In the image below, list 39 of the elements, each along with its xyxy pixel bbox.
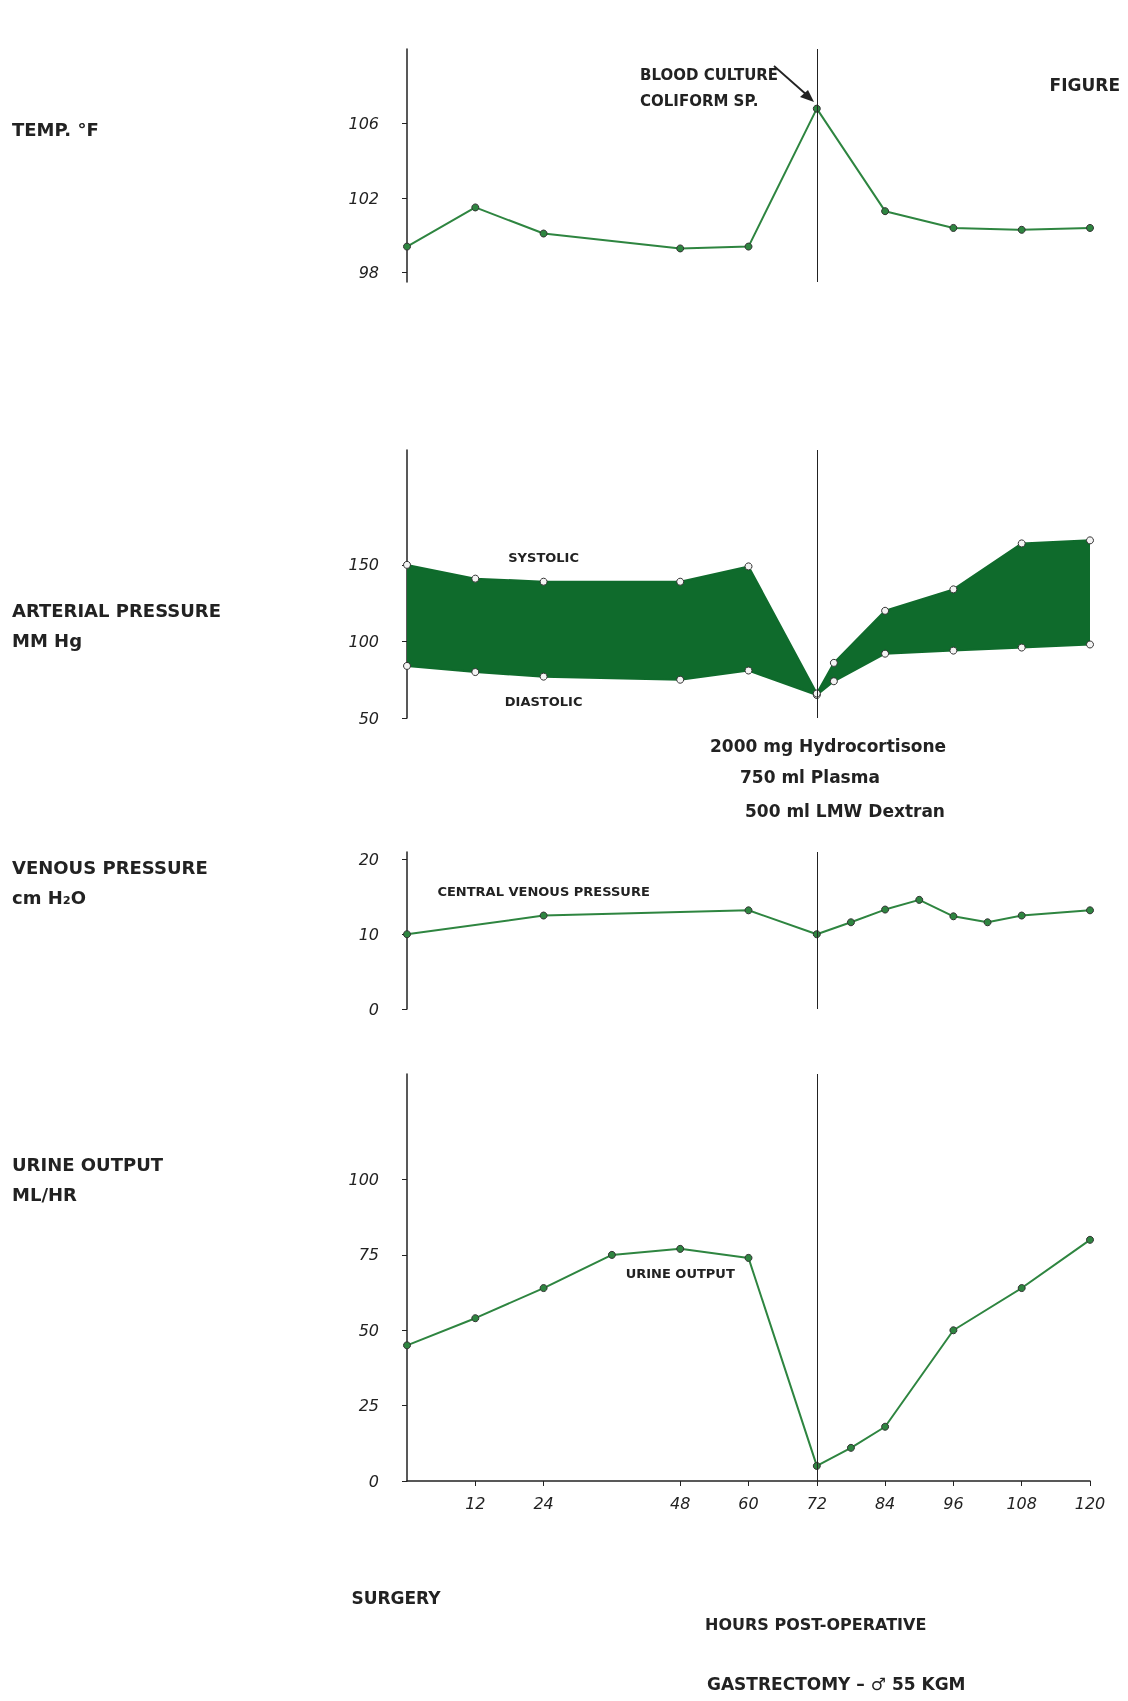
x-tick-label: 120 (1074, 1493, 1106, 1513)
x-tick-label: 12 (465, 1493, 486, 1513)
text: 2000 mg Hydrocortisone (710, 736, 947, 756)
y-tick-label: 25 (358, 1396, 379, 1416)
y-axis-title: TEMP. °F (12, 118, 99, 140)
annotation: BLOOD CULTURE COLIFORM SP. (640, 66, 784, 110)
y-tick-label: 98 (358, 263, 379, 283)
series-label: CENTRAL VENOUS PRESSURE (437, 883, 650, 899)
y-tick-label: 50 (358, 708, 379, 728)
y-tick-label: 0 (368, 999, 379, 1019)
series-label: DIASTOLIC (504, 693, 583, 709)
y-axis-title: URINE OUTPUT ML/HR (12, 1153, 164, 1205)
x-axis-title: HOURS POST-OPERATIVE (705, 1614, 927, 1634)
y-tick-label: 0 (368, 1471, 379, 1491)
y-tick-label: 150 (348, 555, 379, 575)
x-tick-label: 108 (1006, 1493, 1037, 1513)
x-tick-label: 84 (874, 1493, 896, 1513)
x-tick-label: 48 (670, 1493, 691, 1513)
y-tick-label: 50 (358, 1320, 379, 1340)
y-axis-title: VENOUS PRESSURE cm H₂O (12, 856, 208, 908)
y-tick-label: 100 (348, 1170, 379, 1190)
series-label: URINE OUTPUT (625, 1265, 735, 1281)
text: SURGERY (351, 1588, 442, 1608)
x-tick-label: 96 (943, 1493, 964, 1513)
x-tick-label: 24 (533, 1493, 554, 1513)
y-tick-label: 106 (348, 114, 379, 134)
x-tick-label: 72 (806, 1493, 827, 1513)
y-tick-label: 20 (358, 849, 379, 869)
y-tick-label: 10 (358, 924, 379, 944)
series-label: SYSTOLIC (508, 549, 579, 565)
text: 500 ml LMW Dextran (745, 801, 945, 821)
x-tick-label: 60 (738, 1493, 759, 1513)
text: 750 ml Plasma (740, 767, 880, 787)
y-axis-title: ARTERIAL PRESSURE MM Hg (12, 599, 222, 651)
y-tick-label: 75 (358, 1245, 379, 1265)
annotation: FIGURE (1049, 75, 1120, 95)
y-tick-label: 100 (348, 631, 379, 651)
text: GASTRECTOMY – ♂ 55 KGM (707, 1674, 966, 1694)
y-tick-label: 102 (348, 188, 379, 208)
